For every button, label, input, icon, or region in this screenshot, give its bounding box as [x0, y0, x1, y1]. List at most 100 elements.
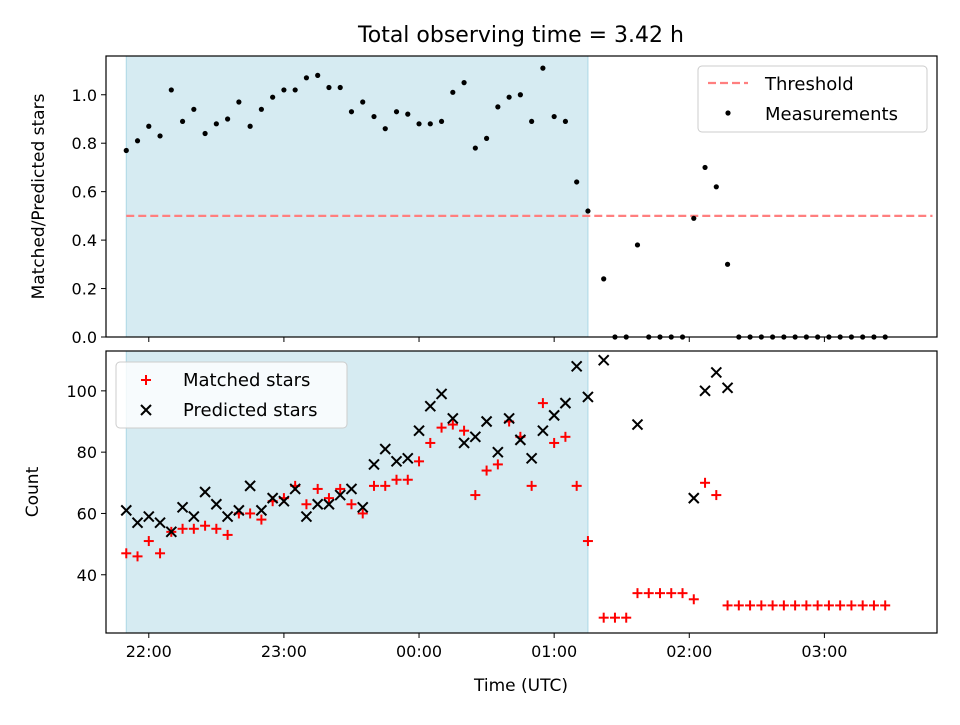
predicted-star-point [710, 366, 723, 379]
matched-star-point [256, 514, 267, 525]
predicted-star-point-b [390, 455, 403, 468]
panel-counts: 40 60 80 100 22:00 23:00 00:00 01:00 02:00 03:00… [23, 350, 938, 696]
predicted-star-point [413, 424, 425, 437]
predicted-star-point-b [699, 385, 711, 397]
matched-star-point [745, 600, 756, 611]
predicted-star-point [390, 455, 403, 468]
measurement-point [157, 133, 163, 139]
predicted-star-point-b [266, 492, 279, 504]
measurement-point [371, 113, 377, 120]
predicted-star-point [525, 452, 538, 464]
matched-star-point [767, 600, 778, 611]
legend-bottom-box [115, 361, 348, 429]
legend-threshold-label: Threshold [764, 74, 854, 95]
predicted-star-point-b [582, 391, 594, 403]
predicted-star-point-b [424, 400, 436, 412]
measurement-point [562, 118, 569, 125]
legend-bottom: Matched stars Predicted stars [115, 361, 348, 429]
predicted-star-point-b [210, 498, 223, 510]
top-y-tick-label: 0.0 [72, 328, 97, 347]
predicted-star-point-b [548, 409, 560, 422]
predicted-star-point [165, 526, 178, 538]
measurement-point [427, 121, 433, 127]
predicted-star-point-b [503, 412, 515, 425]
predicted-star-point-b [154, 516, 166, 529]
predicted-star-point [597, 354, 610, 366]
predicted-star-point-b [537, 424, 549, 437]
matched-star-point [155, 548, 166, 559]
legend-measurements-swatch [725, 110, 731, 116]
measurement-point [236, 99, 242, 105]
predicted-star-point-b [413, 424, 425, 437]
measurement-point [179, 118, 186, 125]
matched-star-point [414, 456, 425, 467]
matched-star-point [677, 588, 688, 599]
predicted-star-point [559, 397, 572, 409]
measurement-point [495, 104, 501, 110]
measurement-point [574, 179, 580, 185]
top-x-ticks [148, 337, 825, 342]
measurement-point [326, 84, 332, 91]
matched-star-point [312, 483, 323, 494]
predicted-star-point-b [710, 366, 723, 379]
matched-star-point [368, 480, 379, 491]
predicted-star-point-b [597, 354, 610, 366]
predicted-star-point-b [721, 382, 734, 394]
predicted-star-point [176, 501, 189, 514]
matched-star-point [609, 612, 620, 623]
measurement-point [483, 135, 490, 141]
measurement-point [438, 118, 445, 125]
top-y-tick-label: 0.6 [72, 183, 97, 202]
predicted-star-point [357, 501, 369, 514]
measurement-point [634, 242, 641, 248]
predicted-star-point-b [688, 492, 700, 504]
top-y-tick-label: 0.4 [72, 231, 97, 250]
predicted-star-point-b [143, 510, 155, 523]
measurement-point [517, 92, 523, 98]
measurement-point [691, 215, 697, 221]
predicted-star-point-b [435, 388, 448, 400]
legend-matched-marker [141, 375, 151, 385]
matched-star-point [868, 600, 879, 611]
matched-star-point [666, 588, 677, 599]
measurement-point [585, 208, 591, 214]
predicted-star-point [480, 415, 493, 428]
measurement-point [529, 118, 535, 125]
legend-measurements-label: Measurements [765, 104, 898, 125]
matched-star-point [211, 523, 222, 534]
legend-predicted-marker [140, 404, 152, 416]
x-tick-label: 22:00 [126, 642, 172, 661]
measurement-point [713, 184, 719, 190]
bottom-y-tick-label: 40 [77, 566, 97, 585]
legend-predicted-marker-b [140, 404, 152, 416]
predicted-star-point-b [176, 501, 189, 514]
bottom-axes-frame [105, 350, 938, 634]
matched-star-point [711, 490, 722, 501]
predicted-star-point-b [357, 501, 369, 514]
measurement-point [292, 87, 298, 93]
measurement-point [303, 75, 310, 81]
legend-predicted-swatch [140, 404, 152, 416]
predicted-star-point-b [131, 516, 144, 529]
matched-star-point [459, 425, 470, 436]
matched-star-point [301, 499, 312, 510]
predicted-star-point-b [480, 415, 493, 428]
measurement-point [724, 261, 731, 267]
matched-star-point [560, 431, 571, 442]
legend-matched-label: Matched stars [183, 370, 310, 391]
predicted-star-point [233, 504, 245, 517]
matched-star-point [323, 493, 334, 504]
observing-span-top [125, 55, 589, 338]
matched-star-point [722, 600, 733, 611]
bottom-y-tick-label: 60 [77, 504, 97, 523]
measurement-point [348, 109, 355, 115]
bottom-y-axis-label: Count [23, 466, 43, 517]
measurement-point [247, 123, 253, 129]
measurement-point [146, 123, 152, 129]
matched-star-point [778, 600, 789, 611]
measurement-point [702, 164, 708, 171]
predicted-star-point-b [631, 418, 644, 431]
predicted-star-point [266, 492, 279, 504]
matched-star-point [582, 536, 593, 547]
